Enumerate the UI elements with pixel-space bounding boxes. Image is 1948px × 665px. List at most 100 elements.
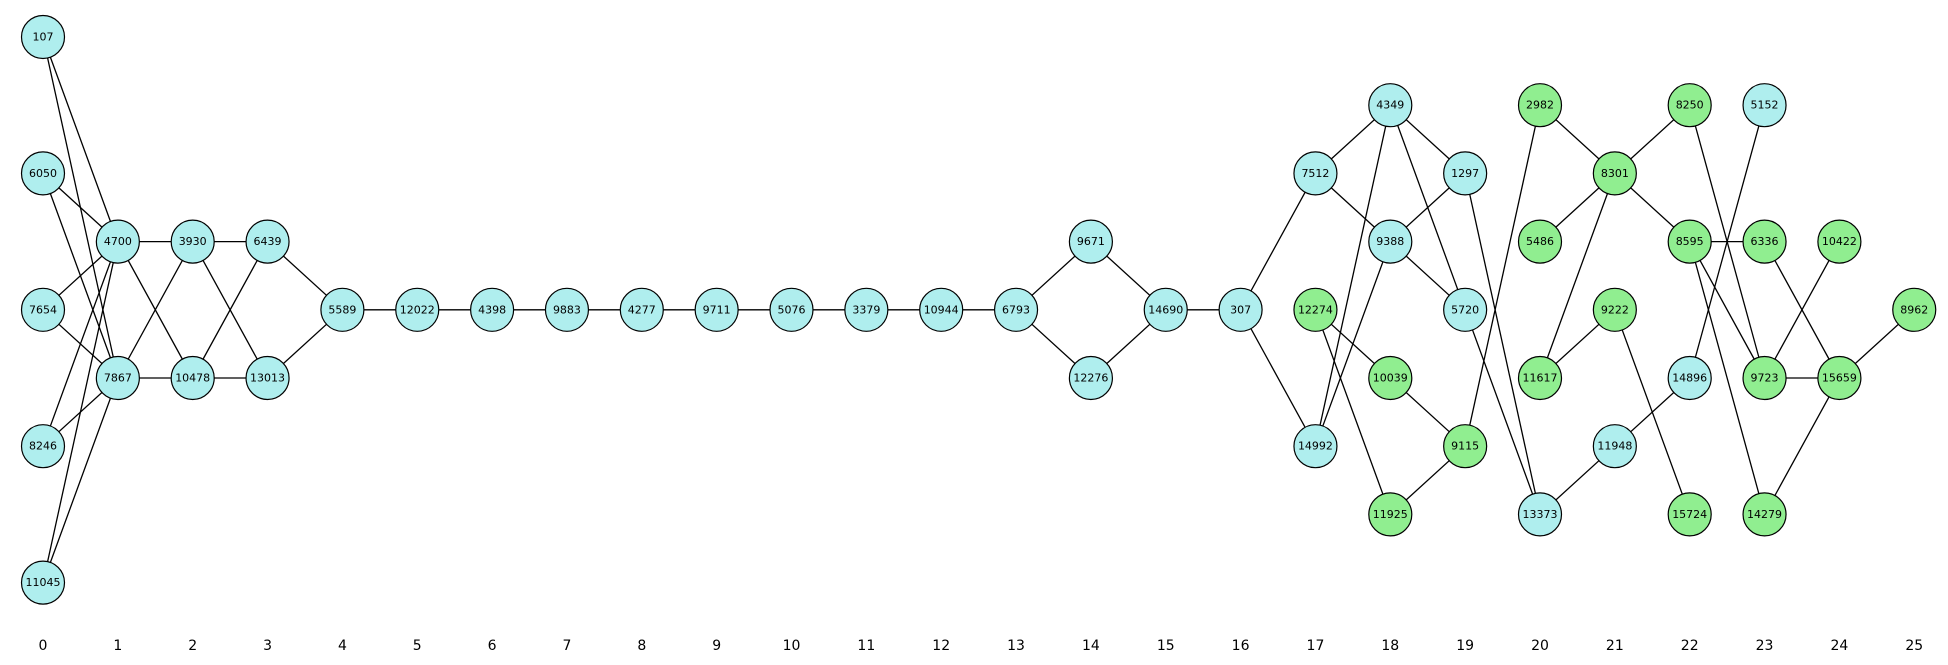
node-circle [919, 287, 964, 332]
node-4398: 4398 [470, 287, 515, 332]
node-circle [20, 14, 66, 60]
node-circle [1667, 83, 1712, 128]
node-8246: 8246 [20, 424, 66, 469]
node-circle [1368, 83, 1413, 128]
node-circle [1667, 492, 1712, 537]
node-label: 4398 [478, 303, 506, 316]
node-circle [1892, 287, 1937, 332]
node-circle [245, 355, 290, 401]
column-label: 21 [1606, 638, 1624, 654]
node-11948: 11948 [1592, 424, 1637, 469]
node-7867: 7867 [95, 355, 140, 401]
node-label: 9671 [1077, 235, 1105, 248]
node-10944: 10944 [919, 287, 964, 332]
node-circle [1742, 492, 1787, 537]
node-11617: 11617 [1517, 355, 1563, 401]
column-label: 25 [1905, 638, 1923, 654]
node-4277: 4277 [619, 287, 664, 332]
node-9222: 9222 [1592, 287, 1637, 332]
edge-9115-2982 [1464, 105, 1541, 447]
node-107: 107 [20, 14, 66, 60]
edge-307-14992 [1240, 309, 1317, 447]
column-label: 9 [712, 638, 721, 654]
node-label: 3930 [179, 235, 207, 248]
column-label: 24 [1830, 638, 1848, 654]
node-circle [170, 355, 215, 401]
node-circle [694, 287, 739, 332]
node-label: 8246 [29, 440, 57, 453]
node-circle [1742, 219, 1787, 264]
node-label: 8250 [1676, 99, 1704, 112]
node-label: 7867 [104, 372, 132, 385]
node-label: 9883 [553, 303, 581, 316]
node-9883: 9883 [544, 287, 590, 332]
edge-14992-4349 [1314, 105, 1391, 447]
node-circle [1517, 219, 1563, 264]
edge-12274-11925 [1314, 309, 1391, 515]
column-label: 1 [113, 638, 122, 654]
column-label: 2 [188, 638, 197, 654]
node-12274: 12274 [1293, 287, 1338, 332]
node-circle [1443, 287, 1488, 332]
node-11045: 11045 [20, 560, 66, 605]
node-circle [1143, 287, 1188, 332]
node-circle [619, 287, 664, 332]
node-3379: 3379 [844, 287, 889, 332]
node-label: 5152 [1751, 99, 1779, 112]
node-label: 9222 [1601, 303, 1629, 316]
node-4349: 4349 [1368, 83, 1413, 128]
node-label: 9711 [703, 303, 731, 316]
column-label: 10 [783, 638, 801, 654]
node-label: 6793 [1002, 303, 1030, 316]
column-label: 0 [39, 638, 48, 654]
edge-7867-3930 [117, 241, 194, 379]
node-label: 15724 [1672, 508, 1707, 521]
node-circle [1667, 355, 1712, 401]
node-circle [1517, 355, 1563, 401]
node-14896: 14896 [1667, 355, 1712, 401]
node-7654: 7654 [20, 287, 66, 332]
column-label: 4 [338, 638, 347, 654]
node-6050: 6050 [20, 151, 66, 196]
node-circle [1742, 83, 1787, 128]
node-circle [245, 219, 290, 264]
node-circle [20, 424, 66, 469]
node-label: 9723 [1751, 372, 1779, 385]
node-label: 14690 [1148, 303, 1183, 316]
node-label: 12276 [1073, 372, 1108, 385]
node-label: 11617 [1523, 372, 1558, 385]
node-8595: 8595 [1667, 219, 1712, 264]
node-circle [470, 287, 515, 332]
node-circle [1592, 424, 1637, 469]
edge-8595-14279 [1689, 241, 1766, 515]
node-13373: 13373 [1517, 492, 1563, 537]
node-9711: 9711 [694, 287, 739, 332]
node-circle [170, 219, 215, 264]
node-label: 4349 [1376, 99, 1404, 112]
node-6439: 6439 [245, 219, 290, 264]
node-circle [1368, 219, 1413, 264]
node-6793: 6793 [993, 287, 1039, 332]
node-label: 14992 [1298, 440, 1333, 453]
edge-11045-4700 [42, 241, 119, 583]
node-307: 307 [1218, 287, 1263, 332]
node-circle [1218, 287, 1263, 332]
edge-14279-15659 [1763, 377, 1840, 515]
node-12276: 12276 [1068, 355, 1114, 401]
node-9723: 9723 [1742, 355, 1787, 401]
edge-307-7512 [1240, 173, 1317, 311]
node-label: 307 [1230, 303, 1251, 316]
node-label: 107 [33, 31, 54, 44]
node-label: 4700 [104, 235, 132, 248]
node-10039: 10039 [1368, 355, 1413, 401]
node-circle [1293, 287, 1338, 332]
node-circle [1817, 219, 1862, 264]
node-label: 7654 [29, 303, 57, 316]
node-label: 11925 [1373, 508, 1408, 521]
node-circle [1293, 424, 1338, 469]
node-8301: 8301 [1592, 151, 1637, 196]
node-13013: 13013 [245, 355, 290, 401]
edge-10478-6439 [192, 241, 269, 379]
node-3930: 3930 [170, 219, 215, 264]
node-circle [1742, 355, 1787, 401]
